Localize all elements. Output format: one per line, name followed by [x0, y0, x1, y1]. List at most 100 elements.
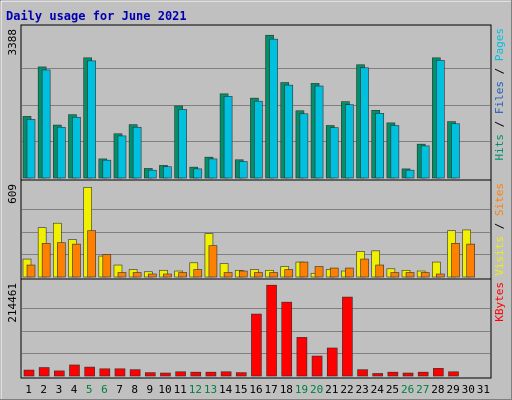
bar-pages-day-18: [284, 84, 294, 179]
legend-item-sites: Sites: [493, 183, 506, 216]
bar-sites-day-22: [345, 267, 354, 278]
y-max-label: 3388: [6, 29, 19, 56]
x-tick-label-13: 13: [204, 383, 217, 396]
bar-sites-day-6: [102, 254, 112, 278]
panel-hits-files-pages: 3388 Hits / Files / Pages: [6, 24, 506, 181]
bar-sites-day-17: [269, 272, 278, 278]
bar-sites-day-29: [451, 243, 460, 278]
bar-kbytes-day-13: [205, 371, 217, 377]
bar-sites-day-20: [314, 266, 324, 278]
legend-item-pages: Pages: [493, 28, 506, 61]
bar-pages-day-7: [117, 135, 127, 179]
chart-panels: 3388 Hits / Files / Pages 609 Visits / Site…: [6, 24, 506, 379]
bar-sites-day-15: [238, 270, 248, 278]
x-tick-label-6: 6: [101, 383, 108, 396]
x-tick-label-10: 10: [158, 383, 171, 396]
x-tick-label-1: 1: [25, 383, 32, 396]
bar-sites-day-9: [147, 273, 157, 278]
x-tick-label-27: 27: [416, 383, 429, 396]
x-tick-label-20: 20: [310, 383, 323, 396]
y-max-label: 214461: [6, 283, 19, 323]
bar-sites-day-4: [72, 243, 81, 278]
legend-kbytes: KBytes: [493, 282, 506, 322]
bar-kbytes-day-29: [448, 371, 459, 377]
panel-visits-sites: 609 Visits / Sites: [6, 179, 506, 280]
bar-kbytes-day-23: [357, 369, 368, 377]
bar-pages-day-28: [436, 60, 445, 179]
x-tick-label-7: 7: [116, 383, 123, 396]
bar-pages-day-11: [178, 109, 187, 179]
bar-kbytes-day-3: [54, 370, 65, 377]
bar-pages-day-4: [72, 116, 81, 179]
bar-sites-day-27: [420, 272, 430, 278]
x-tick-label-9: 9: [147, 383, 154, 396]
x-tick-label-17: 17: [265, 383, 278, 396]
bar-pages-day-29: [451, 123, 460, 179]
bar-pages-day-5: [87, 60, 96, 179]
legend-visits-sites: Visits / Sites: [493, 183, 506, 276]
bar-pages-day-12: [193, 168, 203, 179]
bar-sites-day-12: [193, 269, 203, 278]
bar-kbytes-day-12: [190, 371, 202, 377]
x-tick-label-14: 14: [219, 383, 233, 396]
bar-pages-day-27: [420, 145, 430, 179]
bar-pages-day-16: [254, 100, 263, 179]
bar-pages-day-26: [405, 169, 415, 179]
chart-title: Daily usage for June 2021: [6, 9, 187, 23]
bar-pages-day-19: [299, 113, 309, 179]
x-tick-label-18: 18: [280, 383, 293, 396]
bar-pages-day-13: [208, 158, 218, 179]
bar-sites-day-2: [41, 243, 51, 278]
bar-kbytes-day-21: [326, 347, 338, 377]
bar-sites-day-30: [466, 243, 475, 278]
bar-sites-day-19: [299, 261, 309, 278]
bar-kbytes-day-5: [84, 366, 95, 377]
bar-kbytes-day-17: [266, 284, 277, 377]
x-tick-label-15: 15: [234, 383, 247, 396]
x-tick-label-25: 25: [386, 383, 399, 396]
bar-pages-day-22: [345, 104, 354, 179]
x-axis-labels: 1 2 3 4 5 6 7 8 9 10 11 12 13 14 15 16 17 18 19 20 21 22 23 24 2…: [25, 383, 490, 396]
bar-sites-day-25: [390, 272, 400, 278]
x-tick-label-4: 4: [71, 383, 78, 396]
bar-pages-day-25: [390, 125, 400, 179]
bar-kbytes-day-1: [23, 369, 35, 377]
bar-kbytes-day-15: [235, 372, 247, 377]
x-tick-label-28: 28: [431, 383, 444, 396]
bar-sites-day-26: [405, 272, 415, 278]
x-tick-label-8: 8: [131, 383, 138, 396]
bar-kbytes-day-26: [402, 372, 414, 377]
bar-pages-day-6: [102, 159, 112, 179]
bar-pages-day-17: [269, 38, 278, 179]
bar-pages-day-1: [26, 119, 36, 179]
x-tick-label-16: 16: [249, 383, 262, 396]
x-tick-label-12: 12: [189, 383, 202, 396]
bar-pages-day-10: [163, 166, 172, 179]
bar-pages-day-20: [314, 85, 324, 179]
x-tick-label-29: 29: [446, 383, 459, 396]
bar-kbytes-day-28: [433, 368, 444, 377]
x-tick-label-26: 26: [401, 383, 414, 396]
bar-sites-day-10: [163, 273, 172, 278]
bar-kbytes-day-20: [311, 355, 323, 377]
bar-sites-day-13: [208, 245, 218, 278]
legend-item-visits: Visits: [493, 236, 506, 276]
bar-pages-day-23: [360, 67, 369, 179]
bar-sites-day-18: [284, 269, 294, 278]
bar-kbytes-day-9: [144, 372, 156, 377]
bar-kbytes-day-14: [220, 371, 232, 377]
bar-kbytes-day-19: [296, 337, 308, 377]
legend-separator: /: [493, 61, 506, 81]
bar-kbytes-day-27: [417, 371, 429, 377]
bar-kbytes-day-25: [387, 371, 399, 377]
bar-pages-day-2: [41, 69, 51, 179]
bar-pages-day-8: [132, 126, 142, 179]
bar-sites-day-7: [117, 272, 127, 278]
x-tick-label-2: 2: [40, 383, 47, 396]
bar-pages-day-15: [238, 161, 248, 179]
x-tick-label-23: 23: [356, 383, 369, 396]
bar-pages-day-14: [223, 96, 233, 179]
bar-sites-day-3: [57, 242, 66, 278]
bar-kbytes-day-24: [372, 373, 384, 377]
